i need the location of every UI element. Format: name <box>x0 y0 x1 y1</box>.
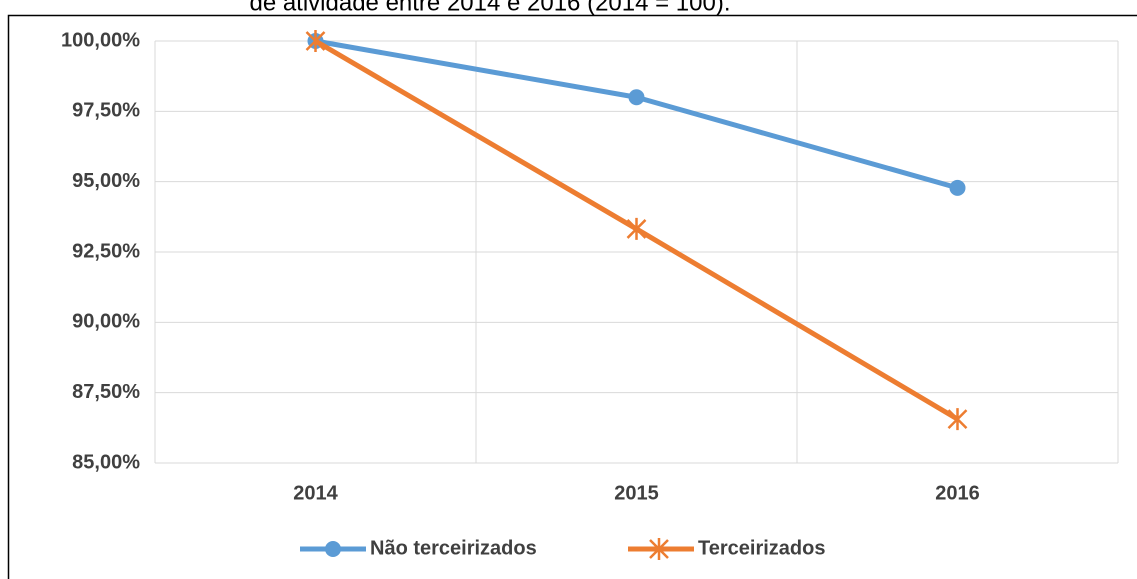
y-tick-label: 100,00% <box>61 29 140 51</box>
y-tick-label: 95,00% <box>72 170 140 192</box>
y-tick-label: 97,50% <box>72 100 140 122</box>
point <box>626 217 647 240</box>
x-tick-label: 2015 <box>614 482 659 504</box>
y-tick-label: 85,00% <box>72 451 140 473</box>
legend-label: Não terceirizados <box>370 537 537 559</box>
series-line <box>315 38 959 191</box>
legend-marker <box>325 541 341 557</box>
y-tick-label: 92,50% <box>72 240 140 262</box>
x-tick-label: 2014 <box>293 482 338 504</box>
legend-label: Terceirizados <box>698 537 825 559</box>
point <box>947 408 968 431</box>
point <box>628 89 645 106</box>
y-tick-label: 90,00% <box>72 311 140 333</box>
point <box>949 179 966 196</box>
x-tick-label: 2016 <box>935 482 980 504</box>
legend-marker <box>649 538 669 560</box>
point <box>305 30 326 52</box>
y-tick-label: 87,50% <box>72 381 140 403</box>
chart-title: de atividade entre 2014 e 2016 (2014 = 1… <box>249 0 730 16</box>
chart-border <box>7 14 1137 579</box>
